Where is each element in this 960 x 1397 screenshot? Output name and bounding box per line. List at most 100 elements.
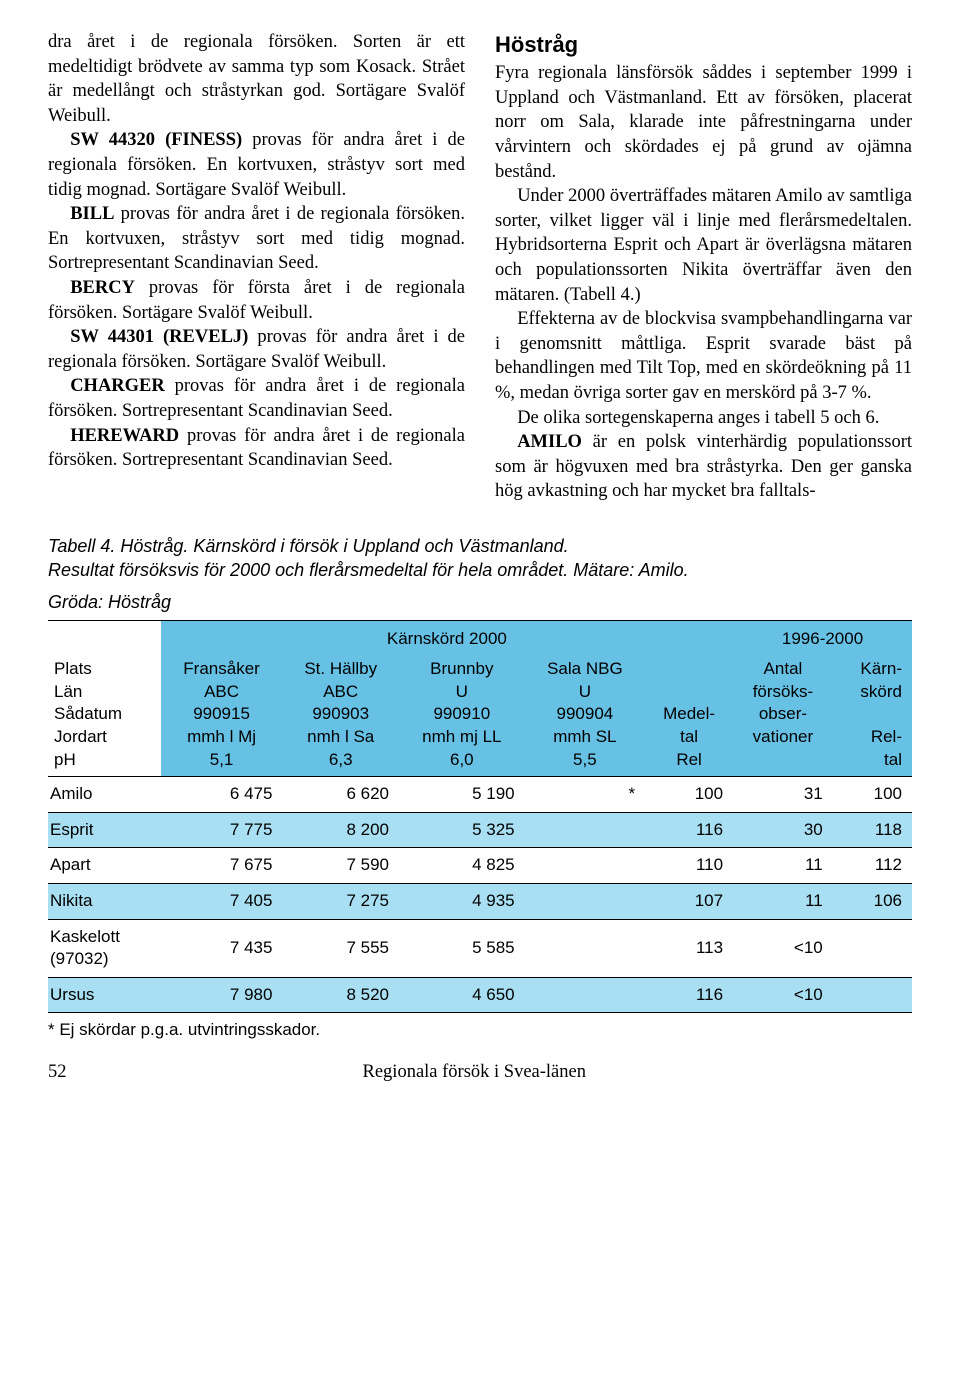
data-cell: 5 585 bbox=[399, 919, 525, 977]
variety-name: BERCY bbox=[70, 278, 135, 298]
table-caption: Tabell 4. Höstråg. Kärnskörd i försök i … bbox=[48, 534, 912, 583]
table-row: Esprit7 7758 2005 32511630118 bbox=[48, 812, 912, 848]
data-cell: 6 620 bbox=[282, 777, 399, 813]
col-header: Antal försöks- obser- vationer bbox=[733, 654, 833, 777]
data-cell: 11 bbox=[733, 848, 833, 884]
data-cell: * bbox=[525, 777, 645, 813]
table-body: Amilo6 4756 6205 190*10031100Esprit7 775… bbox=[48, 777, 912, 1013]
para: AMILO är en polsk vinterhärdig populatio… bbox=[495, 430, 912, 504]
hdr-text: nmh l Sa bbox=[288, 726, 393, 749]
hdr-text: nmh mj LL bbox=[405, 726, 519, 749]
col-header: Sala NBG U 990904 mmh SL 5,5 bbox=[525, 654, 645, 777]
data-cell: 6 475 bbox=[161, 777, 283, 813]
table-row: Kaskelott(97032)7 4357 5555 585113<10 bbox=[48, 919, 912, 977]
row-name-cell: Kaskelott(97032) bbox=[48, 919, 161, 977]
data-cell: <10 bbox=[733, 977, 833, 1013]
yield-table: Kärnskörd 2000 1996-2000 Plats Län Sådat… bbox=[48, 620, 912, 1013]
data-cell bbox=[525, 848, 645, 884]
data-cell bbox=[833, 919, 912, 977]
variety-name: CHARGER bbox=[70, 376, 165, 396]
table-row: Apart7 6757 5904 82511011112 bbox=[48, 848, 912, 884]
data-cell: 5 190 bbox=[399, 777, 525, 813]
row-name-cell: Apart bbox=[48, 848, 161, 884]
variety-name: AMILO bbox=[517, 432, 582, 452]
hdr-text: pH bbox=[54, 749, 155, 772]
para: BILL provas för andra året i de regional… bbox=[48, 202, 465, 276]
data-cell bbox=[525, 919, 645, 977]
data-cell: 8 520 bbox=[282, 977, 399, 1013]
crop-label: Gröda: Höstråg bbox=[48, 591, 912, 615]
row-name-cell: Esprit bbox=[48, 812, 161, 848]
hdr-text: St. Hällby bbox=[288, 658, 393, 681]
data-cell: 116 bbox=[645, 812, 733, 848]
variety-name: HEREWARD bbox=[70, 426, 179, 446]
data-cell: 8 200 bbox=[282, 812, 399, 848]
data-cell: 7 555 bbox=[282, 919, 399, 977]
hdr-text: Jordart bbox=[54, 726, 155, 749]
para: Fyra regionala länsförsök såddes i septe… bbox=[495, 61, 912, 184]
para: SW 44301 (REVELJ) provas för andra året … bbox=[48, 325, 465, 374]
hdr-text: Län bbox=[54, 681, 155, 704]
super-header-cell: 1996-2000 bbox=[733, 621, 912, 654]
hdr-text: skörd bbox=[839, 681, 902, 704]
col-header: Kärn- skörd Rel- tal bbox=[833, 654, 912, 777]
hdr-text: mmh SL bbox=[531, 726, 639, 749]
footer-title: Regionala försök i Svea-länen bbox=[363, 1060, 586, 1085]
row-name-cell: Ursus bbox=[48, 977, 161, 1013]
data-cell: 7 405 bbox=[161, 883, 283, 919]
col-header: Fransåker ABC 990915 mmh l Mj 5,1 bbox=[161, 654, 283, 777]
section-heading: Höstråg bbox=[495, 30, 912, 59]
data-cell: 7 675 bbox=[161, 848, 283, 884]
data-cell: 106 bbox=[833, 883, 912, 919]
data-cell: 4 650 bbox=[399, 977, 525, 1013]
hdr-text: Kärn- bbox=[839, 658, 902, 681]
table-footnote: * Ej skördar p.g.a. utvintringsskador. bbox=[48, 1019, 912, 1042]
hdr-text: vationer bbox=[739, 726, 827, 749]
data-cell: 7 980 bbox=[161, 977, 283, 1013]
hdr-text: Medel- bbox=[651, 703, 727, 726]
hdr-text: obser- bbox=[739, 703, 827, 726]
super-header-cell: Kärnskörd 2000 bbox=[161, 621, 733, 654]
data-cell: 7 275 bbox=[282, 883, 399, 919]
hdr-text: 990915 bbox=[167, 703, 277, 726]
table-super-header: Kärnskörd 2000 1996-2000 bbox=[48, 621, 912, 654]
hdr-text: Sala NBG bbox=[531, 658, 639, 681]
hdr-text: försöks- bbox=[739, 681, 827, 704]
hdr-text: 5,5 bbox=[531, 749, 639, 772]
hdr-text: ABC bbox=[288, 681, 393, 704]
data-cell: 31 bbox=[733, 777, 833, 813]
hdr-text: mmh l Mj bbox=[167, 726, 277, 749]
data-cell: 7 435 bbox=[161, 919, 283, 977]
data-cell: 112 bbox=[833, 848, 912, 884]
data-cell: 30 bbox=[733, 812, 833, 848]
table-row: Ursus7 9808 5204 650 116<10 bbox=[48, 977, 912, 1013]
data-cell: 107 bbox=[645, 883, 733, 919]
data-cell: 100 bbox=[645, 777, 733, 813]
hdr-text: Plats bbox=[54, 658, 155, 681]
data-cell: 116 bbox=[645, 977, 733, 1013]
data-cell: 11 bbox=[733, 883, 833, 919]
data-cell bbox=[833, 977, 912, 1013]
table-header-row: Plats Län Sådatum Jordart pH Fransåker A… bbox=[48, 654, 912, 777]
variety-name: BILL bbox=[70, 204, 114, 224]
para: CHARGER provas för andra året i de regio… bbox=[48, 374, 465, 423]
data-cell bbox=[525, 977, 645, 1013]
data-cell: 4 825 bbox=[399, 848, 525, 884]
para: Under 2000 överträffades mätaren Amilo a… bbox=[495, 184, 912, 307]
right-column: Höstråg Fyra regionala länsförsök såddes… bbox=[495, 30, 912, 504]
variety-name: SW 44320 (FINESS) bbox=[70, 130, 242, 150]
table-row: Amilo6 4756 6205 190*10031100 bbox=[48, 777, 912, 813]
para: dra året i de regionala försöken. Sorten… bbox=[48, 30, 465, 128]
row-name-cell: Nikita bbox=[48, 883, 161, 919]
hdr-text: Brunnby bbox=[405, 658, 519, 681]
caption-line: Resultat försöksvis för 2000 och flerårs… bbox=[48, 560, 689, 580]
hdr-text: 5,1 bbox=[167, 749, 277, 772]
data-cell: <10 bbox=[733, 919, 833, 977]
hdr-text: 6,3 bbox=[288, 749, 393, 772]
hdr-text: Rel- bbox=[839, 726, 902, 749]
row-labels-cell: Plats Län Sådatum Jordart pH bbox=[48, 654, 161, 777]
page-number: 52 bbox=[48, 1060, 67, 1085]
page-footer: 52 Regionala försök i Svea-länen bbox=[48, 1060, 912, 1085]
para: HEREWARD provas för andra året i de regi… bbox=[48, 424, 465, 473]
left-column: dra året i de regionala försöken. Sorten… bbox=[48, 30, 465, 504]
